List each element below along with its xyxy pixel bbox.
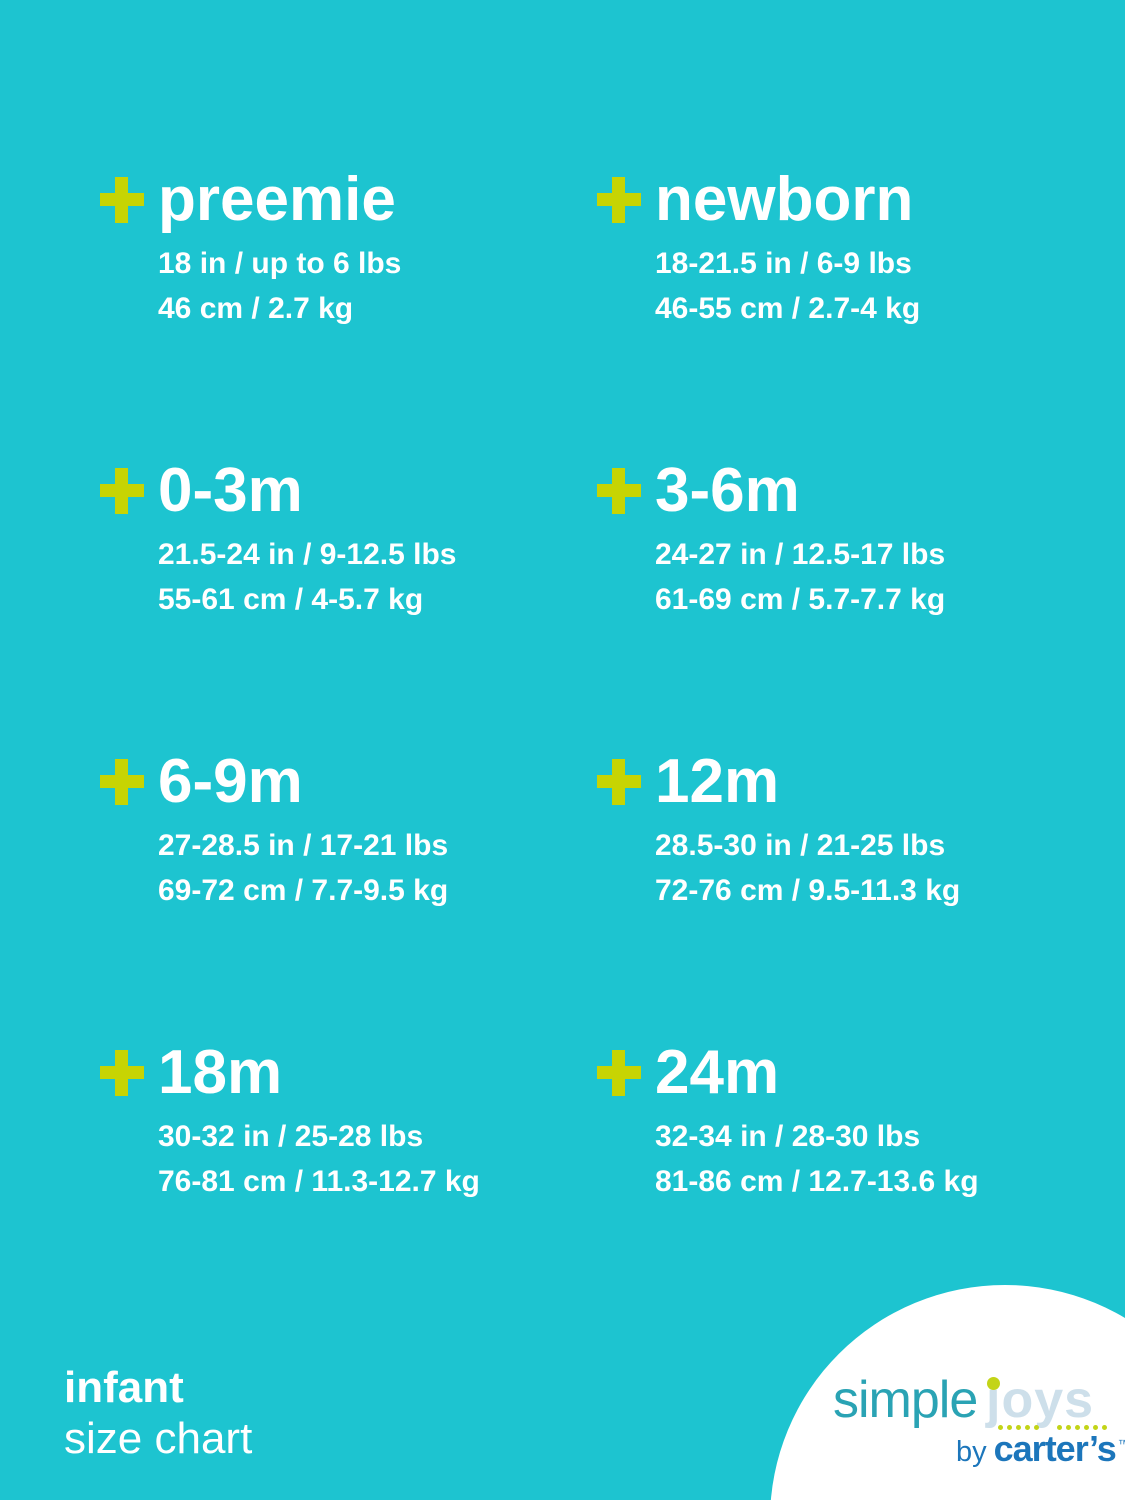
size-metric: 55-61 cm / 4-5.7 kg	[158, 583, 424, 616]
size-metric: 76-81 cm / 11.3-12.7 kg	[158, 1165, 480, 1198]
size-imperial: 18-21.5 in / 6-9 lbs	[655, 247, 912, 280]
chart-type-label: size chart	[64, 1414, 253, 1463]
size-imperial: 30-32 in / 25-28 lbs	[158, 1120, 424, 1153]
size-name: newborn	[655, 165, 914, 234]
logo-byline: by carter’s ™	[956, 1428, 1125, 1470]
logo-by-text: by	[956, 1436, 987, 1468]
dots-row-icon	[998, 1425, 1039, 1430]
size-entry-18m: 18m 30-32 in / 25-28 lbs 76-81 cm / 11.3…	[100, 1041, 597, 1332]
size-entry-12m: 12m 28.5-30 in / 21-25 lbs 72-76 cm / 9.…	[597, 750, 1057, 1041]
size-imperial: 21.5-24 in / 9-12.5 lbs	[158, 538, 457, 571]
size-metric: 69-72 cm / 7.7-9.5 kg	[158, 874, 449, 907]
size-imperial: 32-34 in / 28-30 lbs	[655, 1120, 921, 1153]
size-name: 3-6m	[655, 456, 800, 525]
plus-icon	[100, 468, 144, 514]
plus-icon	[100, 1050, 144, 1096]
size-name: 18m	[158, 1038, 283, 1107]
size-entry-24m: 24m 32-34 in / 28-30 lbs 81-86 cm / 12.7…	[597, 1041, 1057, 1332]
size-imperial: 28.5-30 in / 21-25 lbs	[655, 829, 946, 862]
size-name: 0-3m	[158, 456, 303, 525]
plus-icon	[597, 468, 641, 514]
size-imperial: 24-27 in / 12.5-17 lbs	[655, 538, 946, 571]
logo-carters-text: carter’s	[993, 1428, 1117, 1469]
plus-icon	[597, 759, 641, 805]
plus-icon	[100, 759, 144, 805]
chart-title: infant size chart	[64, 1362, 252, 1464]
chart-category-label: infant	[64, 1363, 184, 1412]
plus-icon	[597, 177, 641, 223]
size-imperial: 18 in / up to 6 lbs	[158, 247, 402, 280]
size-metric: 61-69 cm / 5.7-7.7 kg	[655, 583, 946, 616]
size-grid: preemie 18 in / up to 6 lbs 46 cm / 2.7 …	[100, 168, 1057, 1332]
size-entry-0-3m: 0-3m 21.5-24 in / 9-12.5 lbs 55-61 cm / …	[100, 459, 597, 750]
size-entry-newborn: newborn 18-21.5 in / 6-9 lbs 46-55 cm / …	[597, 168, 1057, 459]
size-entry-preemie: preemie 18 in / up to 6 lbs 46 cm / 2.7 …	[100, 168, 597, 459]
j-dot-icon	[987, 1377, 1000, 1390]
dots-row-icon	[1057, 1425, 1107, 1430]
size-metric: 81-86 cm / 12.7-13.6 kg	[655, 1165, 979, 1198]
size-name: 24m	[655, 1038, 780, 1107]
trademark-symbol: ™	[1117, 1437, 1125, 1451]
size-name: preemie	[158, 165, 396, 234]
size-entry-3-6m: 3-6m 24-27 in / 12.5-17 lbs 61-69 cm / 5…	[597, 459, 1057, 750]
size-imperial: 27-28.5 in / 17-21 lbs	[158, 829, 449, 862]
size-metric: 72-76 cm / 9.5-11.3 kg	[655, 874, 961, 907]
size-name: 12m	[655, 747, 780, 816]
logo-simple-text: simple	[833, 1371, 978, 1429]
size-metric: 46 cm / 2.7 kg	[158, 292, 354, 325]
size-entry-6-9m: 6-9m 27-28.5 in / 17-21 lbs 69-72 cm / 7…	[100, 750, 597, 1041]
plus-icon	[597, 1050, 641, 1096]
size-metric: 46-55 cm / 2.7-4 kg	[655, 292, 921, 325]
logo-joys-text: joys	[986, 1371, 1095, 1429]
plus-icon	[100, 177, 144, 223]
size-name: 6-9m	[158, 747, 303, 816]
